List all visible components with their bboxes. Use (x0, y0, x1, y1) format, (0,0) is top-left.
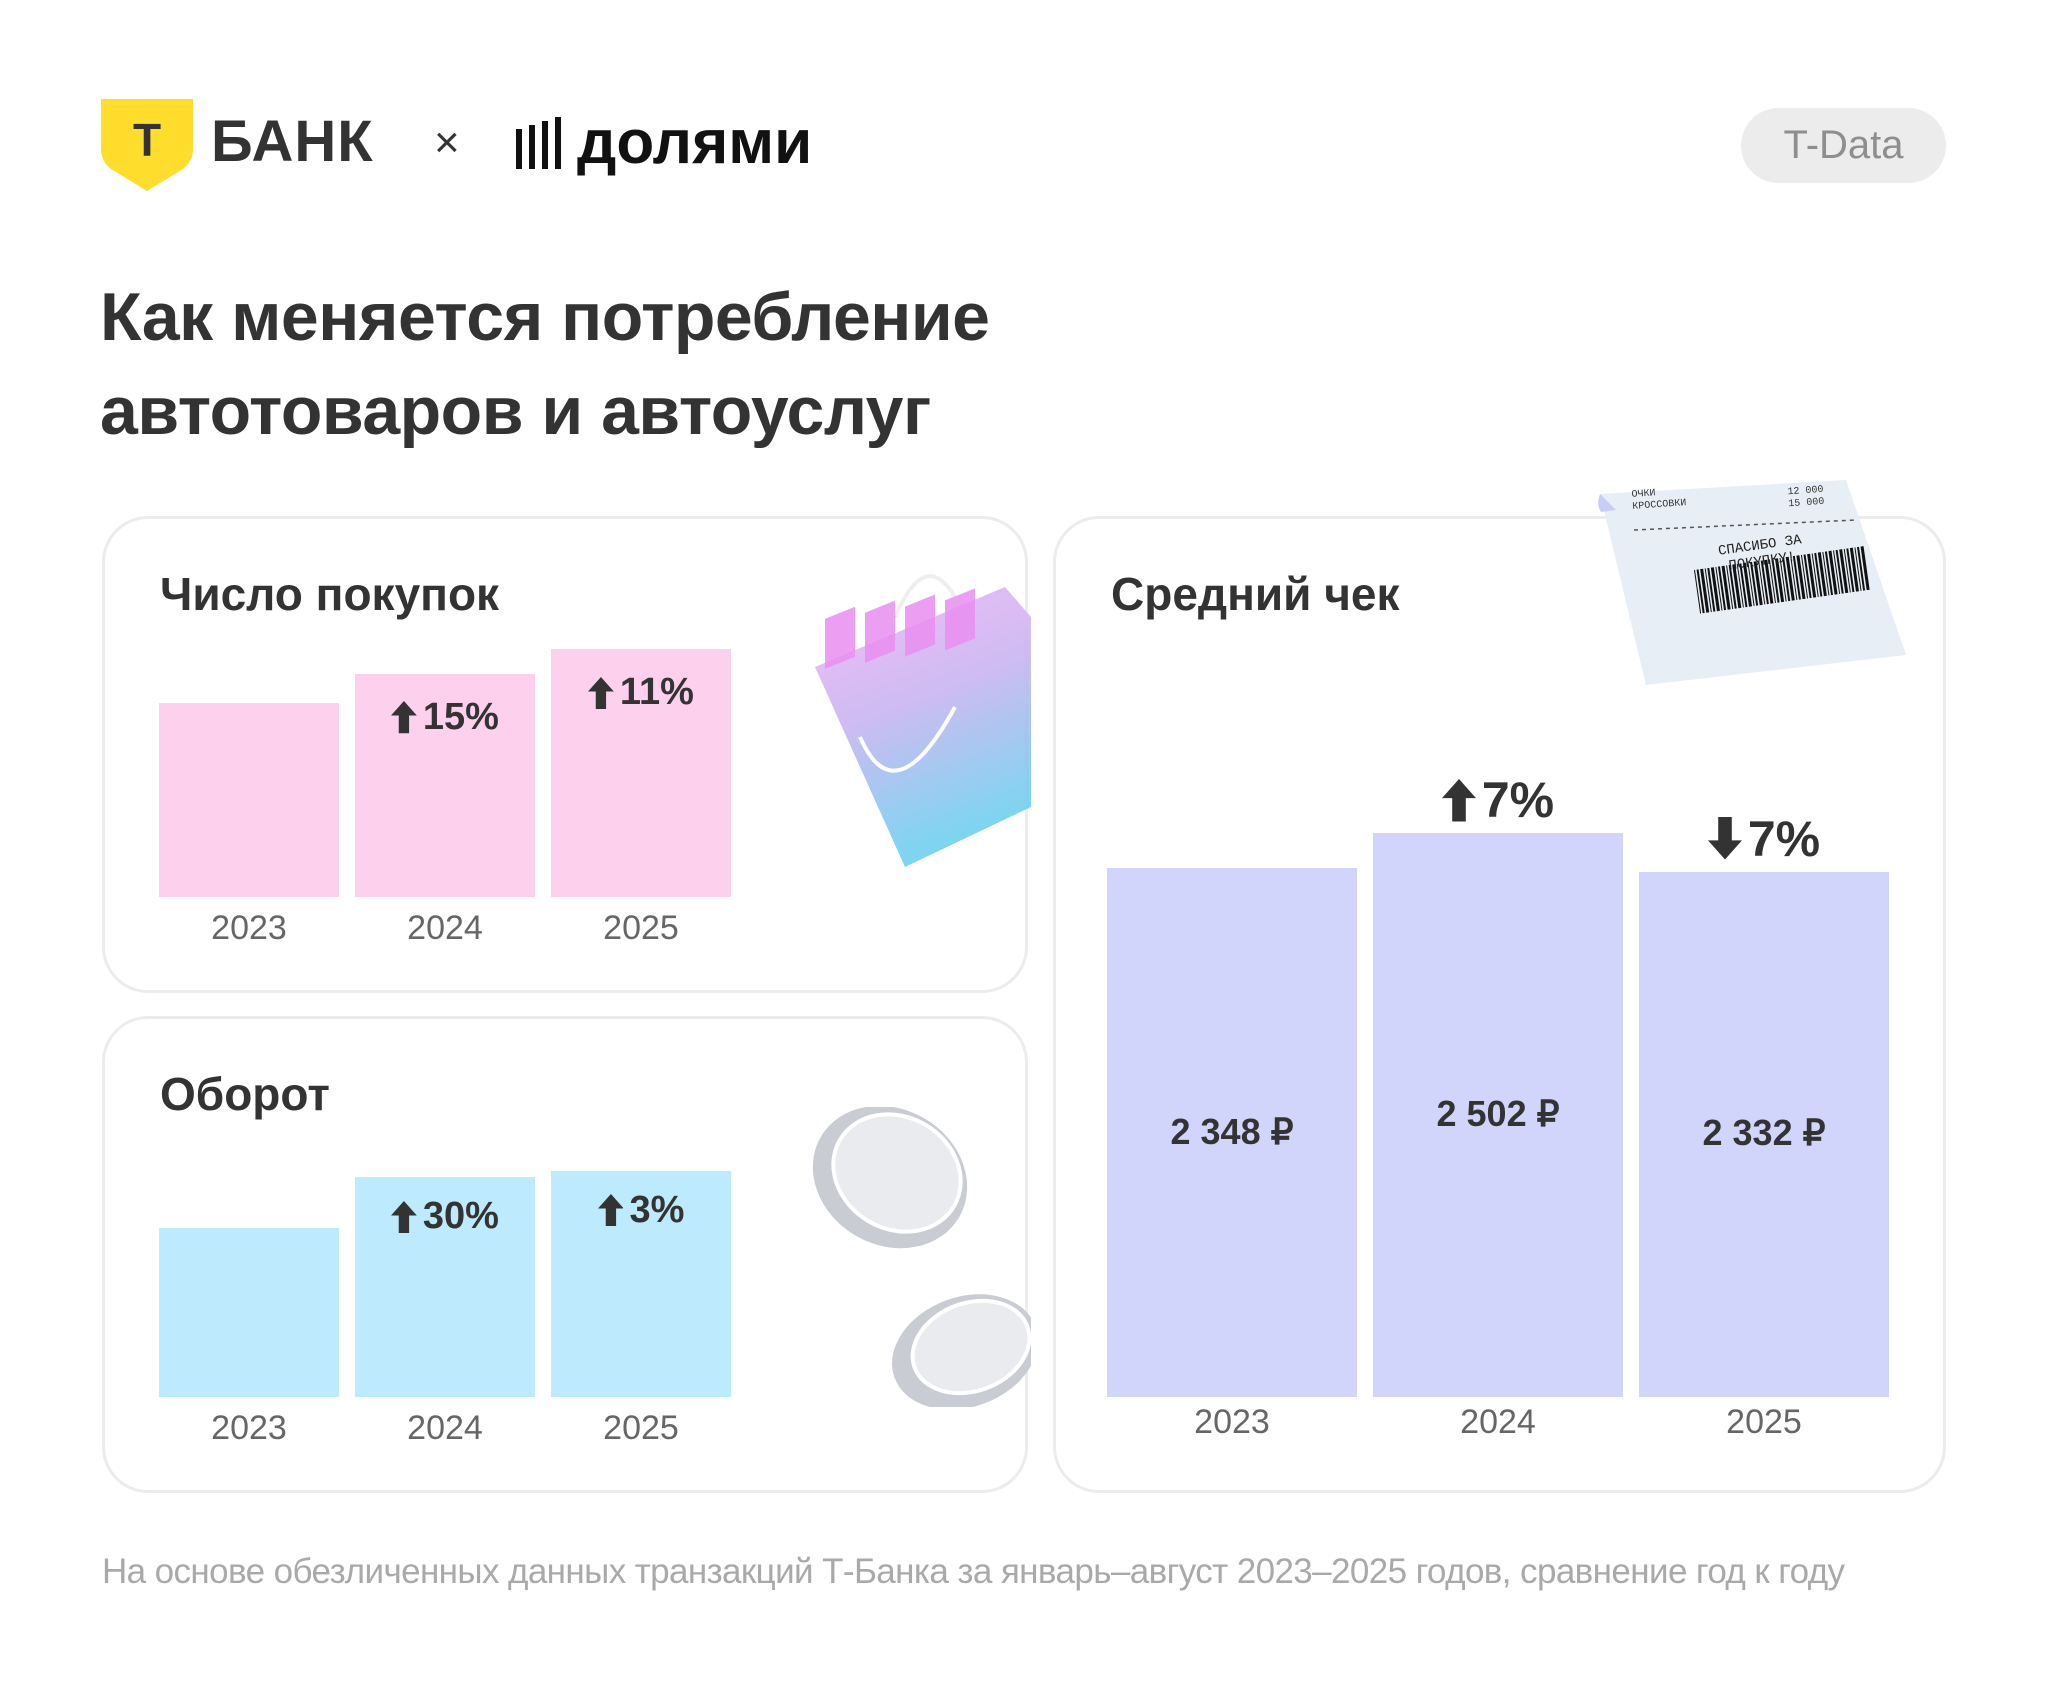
change-label: 7% (1373, 771, 1623, 829)
year-label: 2025 (603, 909, 679, 947)
receipt-price-2: 15 000 (1788, 496, 1825, 511)
value-label: 2 502 ₽ (1436, 1093, 1560, 1135)
arrow-up-icon (391, 701, 417, 734)
logo-letter: Т (133, 114, 161, 166)
footnote: На основе обезличенных данных транзакций… (102, 1552, 1845, 1591)
change-value: 15% (422, 695, 499, 738)
dolyami-bars-icon (516, 117, 561, 169)
bar-2023 (1107, 868, 1357, 1397)
change-value: 3% (629, 1188, 685, 1231)
change-value: 11% (619, 671, 694, 714)
bar-2023 (159, 1228, 339, 1397)
year-label: 2023 (211, 1409, 287, 1447)
receipt-items: ОЧКИ КРОССОВКИ (1631, 486, 1687, 514)
dolyami-wordmark: долями (577, 108, 813, 177)
year-label: 2023 (211, 909, 287, 947)
bar-2025 (551, 1170, 731, 1397)
card-title: Число покупок (160, 568, 500, 620)
card-title: Средний чек (1111, 568, 1400, 620)
arrow-up-icon (588, 676, 614, 709)
year-label: 2024 (407, 909, 483, 947)
purchases-count-card: Число покупок 2023 2024 15% 2025 11% (102, 516, 1031, 993)
year-label: 2025 (603, 1409, 679, 1447)
year-label: 2023 (1194, 1403, 1270, 1441)
change-label: 15% (355, 696, 535, 739)
change-label: 7% (1639, 810, 1889, 868)
change-label: 3% (551, 1189, 731, 1232)
card-title: Оборот (160, 1068, 330, 1120)
bar-2023 (159, 703, 339, 897)
year-label: 2025 (1726, 1403, 1802, 1441)
barcode-icon (1694, 546, 1870, 614)
change-label: 30% (355, 1195, 535, 1238)
average-check-card: Средний чек 2023 2 348 ₽ 2024 7% 2 502 ₽ 2025… (1053, 516, 1946, 1493)
bar-2024 (355, 1177, 535, 1397)
bank-wordmark: БАНК (211, 109, 374, 174)
arrow-down-icon (1707, 817, 1742, 860)
value-label: 2 348 ₽ (1170, 1110, 1294, 1152)
collab-separator: × (434, 118, 460, 167)
arrow-up-icon (391, 1200, 417, 1233)
receipt-prices: 12 000 15 000 (1787, 485, 1825, 511)
title-line-2: автотоваров и автоуслуг (100, 373, 931, 449)
year-label: 2024 (1460, 1403, 1536, 1441)
coins-icon (805, 1107, 1031, 1407)
bar-2025 (551, 649, 731, 897)
bar-2024 (355, 673, 535, 897)
turnover-card: Оборот 2023 2024 30% 2025 3% (102, 1016, 1031, 1493)
arrow-up-icon (1441, 779, 1476, 822)
change-label: 11% (551, 671, 731, 714)
bar-2024 (1373, 833, 1623, 1397)
change-value: 7% (1747, 810, 1821, 867)
change-value: 30% (422, 1195, 499, 1238)
arrow-up-icon (597, 1194, 624, 1227)
t-data-badge: T-Data (1741, 108, 1946, 183)
t-bank-logo-icon: Т (101, 99, 193, 191)
receipt-icon: ОЧКИ КРОССОВКИ 12 000 15 000 СПАСИБО ЗА … (1596, 480, 1916, 685)
change-value: 7% (1481, 772, 1555, 829)
bar-2025 (1639, 871, 1889, 1397)
dolyami-logo: долями (516, 112, 812, 174)
page-title: Как меняется потребление автотоваров и а… (100, 270, 990, 458)
year-label: 2024 (407, 1409, 483, 1447)
value-label: 2 332 ₽ (1702, 1112, 1826, 1154)
shopping-bag-icon (805, 557, 1031, 867)
title-line-1: Как меняется потребление (100, 279, 990, 355)
